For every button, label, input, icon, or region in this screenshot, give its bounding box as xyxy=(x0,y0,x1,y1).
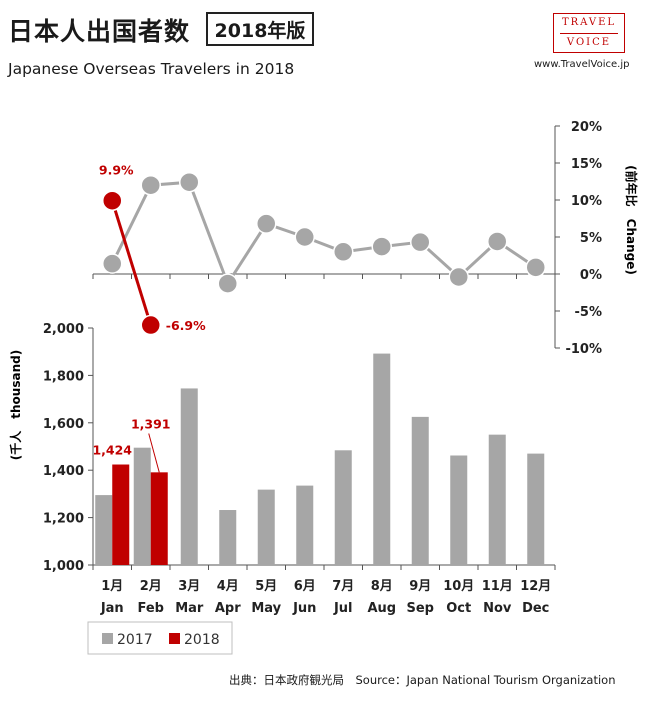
bar-2017-nov xyxy=(488,434,506,565)
bar-2017-aug xyxy=(373,353,391,565)
bar-y-tick-label: 2,000 xyxy=(43,322,84,337)
bar-2017-oct xyxy=(450,455,468,565)
x-label-ja: 1月 xyxy=(101,579,123,594)
line-y-tick-label: 20% xyxy=(571,120,602,135)
line-point-2017-sep xyxy=(410,231,431,253)
page-title: 日本人出国者数 xyxy=(8,17,191,46)
x-label-en: Feb xyxy=(138,601,164,616)
bar-chart-axes: 1,000 1,200 1,400 1,600 1,800 2,000 xyxy=(43,322,556,574)
line-chart-axes: -10% -5% 0% 5% 10% 15% 20% xyxy=(92,120,602,357)
x-label-en: Jun xyxy=(292,601,316,616)
line-series-2017 xyxy=(110,180,537,287)
bar-y-tick-label: 1,600 xyxy=(43,417,84,432)
bar-y-tick-label: 1,000 xyxy=(43,559,84,574)
logo-line-2: VOICE xyxy=(566,37,612,48)
legend-swatch-2018 xyxy=(169,633,180,644)
line-point-2017-nov xyxy=(487,231,508,252)
x-label-ja: 2月 xyxy=(140,579,162,594)
x-label-ja: 12月 xyxy=(520,579,551,594)
line-y-tick-label: 10% xyxy=(571,194,602,209)
x-label-ja: 9月 xyxy=(409,579,431,594)
line-y-tick-label: 5% xyxy=(580,231,602,246)
line-point-2017-aug xyxy=(371,236,392,257)
line-y-tick-label: -5% xyxy=(575,305,602,320)
x-label-en: Mar xyxy=(175,601,204,616)
x-label-en: Jan xyxy=(100,601,124,616)
line-y-tick-label: 0% xyxy=(580,268,602,283)
line-y-axis-label: (前年比 Change) xyxy=(624,165,639,275)
x-axis-labels: 1月 Jan 2月 Feb 3月 Mar 4月 Apr 5月 May 6月 Jun 7月 Jul 8月 Aug… xyxy=(100,579,551,616)
line-point-2017-mar xyxy=(179,171,200,193)
travel-voice-logo: TRAVEL VOICE xyxy=(553,13,625,53)
line-point-2018-feb xyxy=(140,314,161,336)
bar-2017-sep xyxy=(411,416,429,565)
line-series xyxy=(102,171,546,336)
x-label-ja: 3月 xyxy=(178,579,200,594)
bar-2017-jul xyxy=(334,450,352,565)
x-label-ja: 7月 xyxy=(332,579,354,594)
bar-2017-dec xyxy=(527,453,545,565)
line-point-2017-feb xyxy=(140,174,161,196)
x-label-en: Jul xyxy=(333,601,353,616)
bar-y-tick-label: 1,200 xyxy=(43,512,84,527)
line-y-tick-label: 15% xyxy=(571,157,602,172)
x-label-en: Dec xyxy=(522,601,549,616)
bar-series xyxy=(95,353,545,565)
bar-y-axis-label: (千人 thousand) xyxy=(8,350,23,460)
website-url: www.TravelVoice.jp xyxy=(534,59,630,70)
logo-line-1: TRAVEL xyxy=(561,17,617,28)
x-label-en: Apr xyxy=(215,601,241,616)
bar-2017-may xyxy=(257,489,275,565)
line-point-2018-jan xyxy=(102,190,123,211)
x-label-en: May xyxy=(251,601,281,616)
x-label-ja: 11月 xyxy=(482,579,513,594)
x-label-ja: 6月 xyxy=(294,579,316,594)
line-point-2017-jan xyxy=(102,253,123,274)
edition-badge: 2018年版 xyxy=(206,12,314,46)
bar-2017-jan xyxy=(95,495,113,565)
x-label-ja: 5月 xyxy=(255,579,277,594)
x-label-ja: 10月 xyxy=(443,579,474,594)
legend-label-2017: 2017 xyxy=(117,632,153,648)
line-y-tick-label: -10% xyxy=(565,342,602,357)
x-label-en: Oct xyxy=(446,601,471,616)
legend-swatch-2017 xyxy=(102,633,113,644)
bar-2017-mar xyxy=(180,388,198,565)
legend-label-2018: 2018 xyxy=(184,632,220,648)
bar-2017-apr xyxy=(219,510,237,565)
line-point-2017-may xyxy=(256,213,277,234)
bar-2018-feb xyxy=(150,472,168,565)
x-label-en: Sep xyxy=(407,601,435,616)
source-note: 出典：日本政府観光局 Source：Japan National Tourism… xyxy=(229,673,616,687)
line-point-2017-oct xyxy=(448,266,469,288)
line-series-2018 xyxy=(110,200,153,326)
line-label-feb-2018: -6.9% xyxy=(166,318,206,333)
x-label-en: Aug xyxy=(367,601,396,616)
bar-label-jan-2018: 1,424 xyxy=(92,443,132,458)
legend: 2017 2018 xyxy=(87,621,233,655)
x-label-ja: 4月 xyxy=(217,579,239,594)
page-subtitle: Japanese Overseas Travelers in 2018 xyxy=(8,60,295,78)
line-point-2017-dec xyxy=(525,257,546,278)
bar-y-tick-label: 1,800 xyxy=(43,369,84,384)
logo-divider xyxy=(560,33,618,34)
bar-label-leader xyxy=(148,433,160,473)
line-point-2017-jul xyxy=(333,241,354,263)
data-labels: 1,424 1,391 9.9% -6.9% xyxy=(92,163,206,473)
x-label-ja: 8月 xyxy=(371,579,393,594)
line-point-2017-apr xyxy=(217,273,238,294)
bar-2018-jan xyxy=(112,464,130,565)
line-label-jan-2018: 9.9% xyxy=(99,163,134,178)
bar-y-tick-label: 1,400 xyxy=(43,464,84,479)
bar-2017-jun xyxy=(296,485,314,565)
bar-2017-feb xyxy=(133,447,151,565)
bar-label-feb-2018: 1,391 xyxy=(131,417,171,432)
line-point-2017-jun xyxy=(294,226,315,248)
x-label-en: Nov xyxy=(483,601,512,616)
